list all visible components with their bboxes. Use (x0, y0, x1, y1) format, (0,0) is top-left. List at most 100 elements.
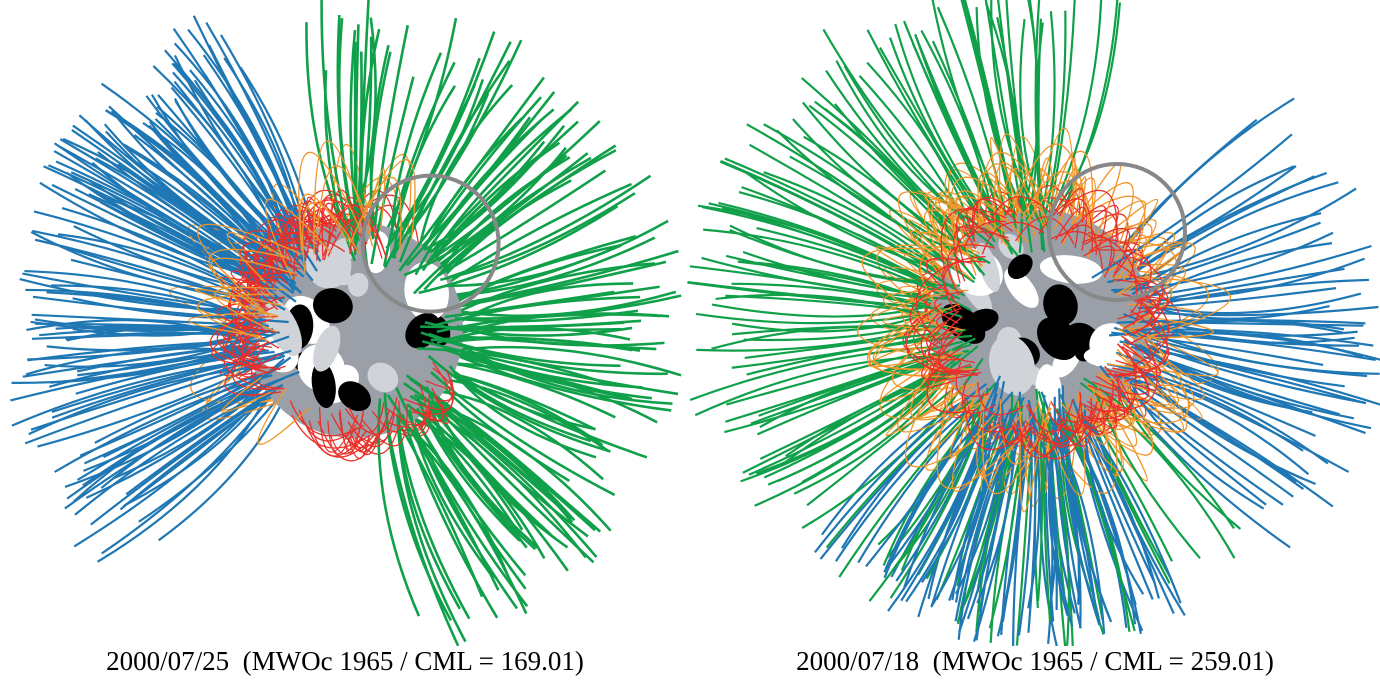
field-loop (421, 396, 449, 425)
field-line (405, 91, 556, 267)
field-line (960, 0, 1015, 217)
field-line (430, 336, 633, 352)
caption: 2000/07/25 (MWOc 1965 / CML = 169.01) (106, 646, 584, 676)
field-loop (872, 315, 951, 370)
magnetic-patch (338, 381, 371, 412)
field-loop (964, 397, 1034, 451)
field-loop (955, 231, 1009, 284)
field-loop (327, 143, 375, 251)
field-loop (208, 248, 289, 320)
field-loop (344, 397, 398, 435)
field-loop (194, 288, 282, 318)
field-line-plots (10, 0, 1380, 646)
field-loop (927, 330, 964, 361)
field-line (396, 414, 471, 620)
field-line (417, 84, 514, 253)
field-line (373, 25, 410, 227)
field-loop (1097, 249, 1152, 314)
field-line (207, 44, 322, 262)
field-loop (952, 195, 1009, 253)
field-line (719, 160, 945, 279)
field-line (444, 219, 669, 288)
field-line (731, 282, 963, 318)
field-loop (385, 383, 428, 426)
field-loop (304, 423, 376, 458)
field-line (972, 391, 1022, 643)
field-loop (928, 346, 972, 376)
field-loop (926, 321, 953, 358)
field-line (437, 169, 607, 277)
field-loop (298, 410, 358, 442)
magnetic-patch (264, 299, 303, 357)
field-loop (257, 387, 311, 445)
field-loop (289, 400, 364, 437)
field-loop (1135, 276, 1232, 340)
field-line (750, 356, 938, 425)
field-loop (361, 404, 408, 447)
field-loop (1094, 372, 1131, 409)
field-loop (241, 325, 270, 374)
field-loop (940, 316, 975, 364)
panel (10, 0, 682, 646)
field-loop (1133, 295, 1170, 319)
field-line (415, 407, 528, 549)
field-loop (1053, 177, 1097, 242)
field-loop (1090, 200, 1147, 259)
field-loop (313, 140, 374, 255)
field-loop (1127, 296, 1156, 346)
field-loop (1010, 143, 1091, 223)
highlight-ring (360, 173, 501, 314)
field-loop (955, 361, 990, 398)
magnetic-patch (313, 325, 341, 372)
field-line (320, 0, 354, 246)
field-loop (924, 362, 956, 388)
field-loop (1084, 395, 1148, 482)
field-loop (211, 257, 295, 320)
field-loop (879, 331, 975, 420)
field-loop (323, 205, 387, 256)
field-line (432, 236, 656, 298)
field-loop (966, 399, 1017, 433)
field-loop (1022, 420, 1063, 457)
field-loop (916, 231, 981, 287)
field-line (418, 205, 619, 295)
field-line (801, 77, 978, 264)
panel (687, 0, 1380, 646)
magnetic-patch (347, 272, 369, 297)
field-loop (905, 303, 958, 376)
field-line (1027, 399, 1041, 609)
field-loop (224, 342, 282, 396)
field-loop (1071, 182, 1134, 254)
field-line (1053, 2, 1122, 214)
field-loop (1098, 198, 1159, 260)
field-line (1035, 388, 1044, 602)
field-loop (305, 215, 368, 259)
field-loop (963, 220, 1006, 249)
field-line (1034, 0, 1046, 253)
field-line (152, 65, 285, 255)
field-line (687, 280, 953, 311)
field-loop (936, 384, 1031, 490)
field-line (447, 260, 667, 310)
field-loop (1056, 189, 1118, 245)
field-loop (205, 357, 273, 412)
field-line (157, 94, 314, 282)
field-line (1109, 331, 1380, 361)
field-line (695, 308, 945, 325)
field-loop (1096, 328, 1205, 401)
field-loop (1047, 397, 1093, 447)
field-line (74, 384, 284, 516)
field-line (430, 174, 652, 285)
field-loop (1097, 239, 1134, 281)
field-line (94, 374, 263, 444)
field-line (336, 14, 359, 244)
field-loop (1134, 263, 1186, 307)
field-loop (940, 208, 1007, 270)
field-line (395, 386, 529, 608)
field-line (64, 375, 288, 510)
field-line (822, 28, 985, 232)
field-loop (981, 221, 1045, 255)
field-loop (1012, 423, 1067, 459)
field-line (1117, 389, 1242, 530)
field-loop (943, 206, 1006, 271)
